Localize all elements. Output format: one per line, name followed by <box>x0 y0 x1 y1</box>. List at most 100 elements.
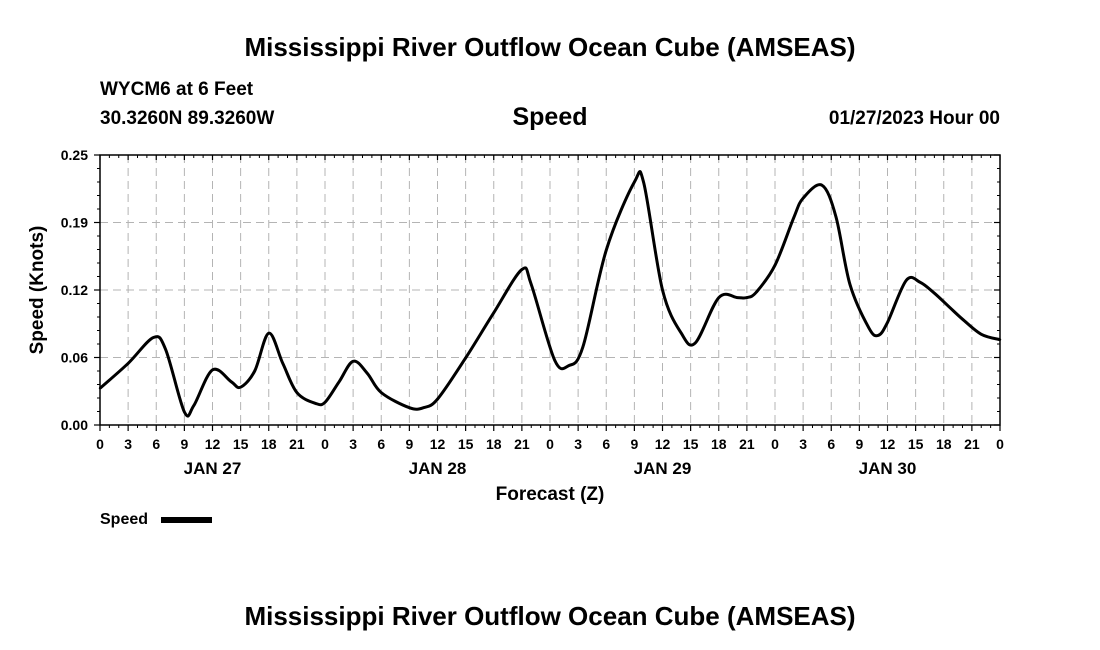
x-tick-label: 18 <box>261 436 277 452</box>
data-point <box>834 215 838 218</box>
x-tick-label: 12 <box>880 436 896 452</box>
data-point <box>820 184 824 187</box>
data-point <box>408 406 411 409</box>
data-point <box>642 181 645 185</box>
x-tick-label: 12 <box>205 436 221 452</box>
x-tick-label: 6 <box>827 436 835 452</box>
data-point <box>267 332 270 335</box>
data-point <box>792 216 795 219</box>
x-tick-label: 15 <box>908 436 924 452</box>
data-point <box>848 283 852 286</box>
x-tick-label: 3 <box>124 436 132 452</box>
x-tick-label: 9 <box>180 436 188 452</box>
parameter-label: Speed <box>512 103 587 131</box>
data-point <box>281 362 285 365</box>
data-point <box>253 369 256 373</box>
data-point <box>933 292 936 295</box>
data-point <box>998 338 1002 341</box>
x-tick-label: 3 <box>349 436 357 452</box>
data-point <box>801 197 805 200</box>
chart-title: Mississippi River Outflow Ocean Cube (AM… <box>244 32 855 62</box>
y-axis-label: Speed (Knots) <box>27 226 48 355</box>
x-tick-label: 18 <box>711 436 727 452</box>
x-axis-label: Forecast (Z) <box>496 484 605 505</box>
x-tick-label: 6 <box>602 436 610 452</box>
data-point <box>211 368 214 372</box>
x-tick-label: 0 <box>996 436 1004 452</box>
data-point <box>680 332 683 335</box>
data-point <box>567 364 570 367</box>
data-point <box>492 311 495 314</box>
data-point <box>661 288 664 292</box>
x-tick-label: 18 <box>936 436 952 452</box>
y-tick-label: 0.00 <box>61 417 88 433</box>
data-point <box>876 334 880 337</box>
data-point <box>773 263 777 267</box>
data-point <box>694 341 697 345</box>
data-point <box>886 321 889 324</box>
data-point <box>633 180 636 184</box>
x-tick-label: 3 <box>799 436 807 452</box>
x-tick-label: 0 <box>546 436 554 452</box>
data-point <box>98 387 102 390</box>
plot-frame <box>99 154 1001 426</box>
day-label: JAN 27 <box>184 459 242 478</box>
data-point <box>755 290 758 294</box>
x-tick-label: 0 <box>771 436 779 452</box>
data-point <box>530 283 533 286</box>
x-tick-label: 15 <box>458 436 474 452</box>
x-tick-label: 15 <box>233 436 249 452</box>
day-label: JAN 29 <box>634 459 692 478</box>
x-tick-labels: 0 3 6 9 12 15 18 21 0 3 6 9 12 15 18 21 0 3 6 9 12 15 18 21 0 3 6 9… <box>96 436 1004 452</box>
axis-ticks <box>94 154 1001 431</box>
x-tick-label: 12 <box>655 436 671 452</box>
x-tick-label: 12 <box>430 436 446 452</box>
data-point <box>520 268 524 271</box>
y-tick-label: 0.12 <box>61 282 88 298</box>
data-point <box>164 348 167 351</box>
data-point <box>717 296 720 299</box>
x-tick-label: 18 <box>486 436 502 452</box>
data-point <box>183 410 186 414</box>
grid <box>100 155 1000 425</box>
valid-time-label: 01/27/2023 Hour 00 <box>829 108 1000 129</box>
x-tick-label: 21 <box>289 436 305 452</box>
data-point <box>323 401 327 404</box>
data-point <box>152 336 155 339</box>
day-label: JAN 28 <box>409 459 467 478</box>
data-point <box>192 404 195 407</box>
data-point <box>919 281 922 284</box>
day-label: JAN 30 <box>859 459 917 478</box>
y-tick-label: 0.25 <box>61 147 88 163</box>
x-tick-label: 21 <box>739 436 755 452</box>
data-point <box>605 248 608 252</box>
data-point <box>867 326 870 329</box>
x-tick-label: 21 <box>964 436 980 452</box>
legend-label: Speed <box>100 511 148 528</box>
data-point <box>745 296 749 299</box>
data-point <box>230 380 233 383</box>
data-point <box>980 333 983 336</box>
data-point <box>337 380 341 383</box>
x-tick-label: 21 <box>514 436 530 452</box>
x-tick-label: 6 <box>377 436 385 452</box>
data-point <box>351 360 355 363</box>
x-tick-label: 0 <box>321 436 329 452</box>
x-tick-label: 0 <box>96 436 104 452</box>
data-point <box>380 391 383 394</box>
footer-title: Mississippi River Outflow Ocean Cube (AM… <box>244 601 855 631</box>
x-tick-label: 6 <box>152 436 160 452</box>
x-tick-label: 9 <box>630 436 638 452</box>
data-point <box>126 362 130 365</box>
data-point <box>464 356 467 360</box>
data-point <box>295 391 299 394</box>
data-point <box>947 305 950 308</box>
x-tick-label: 9 <box>405 436 413 452</box>
x-tick-label: 3 <box>574 436 582 452</box>
data-point <box>422 406 425 409</box>
data-point <box>905 279 908 282</box>
data-point <box>314 402 317 405</box>
y-tick-label: 0.06 <box>61 350 88 366</box>
data-point <box>581 346 585 349</box>
